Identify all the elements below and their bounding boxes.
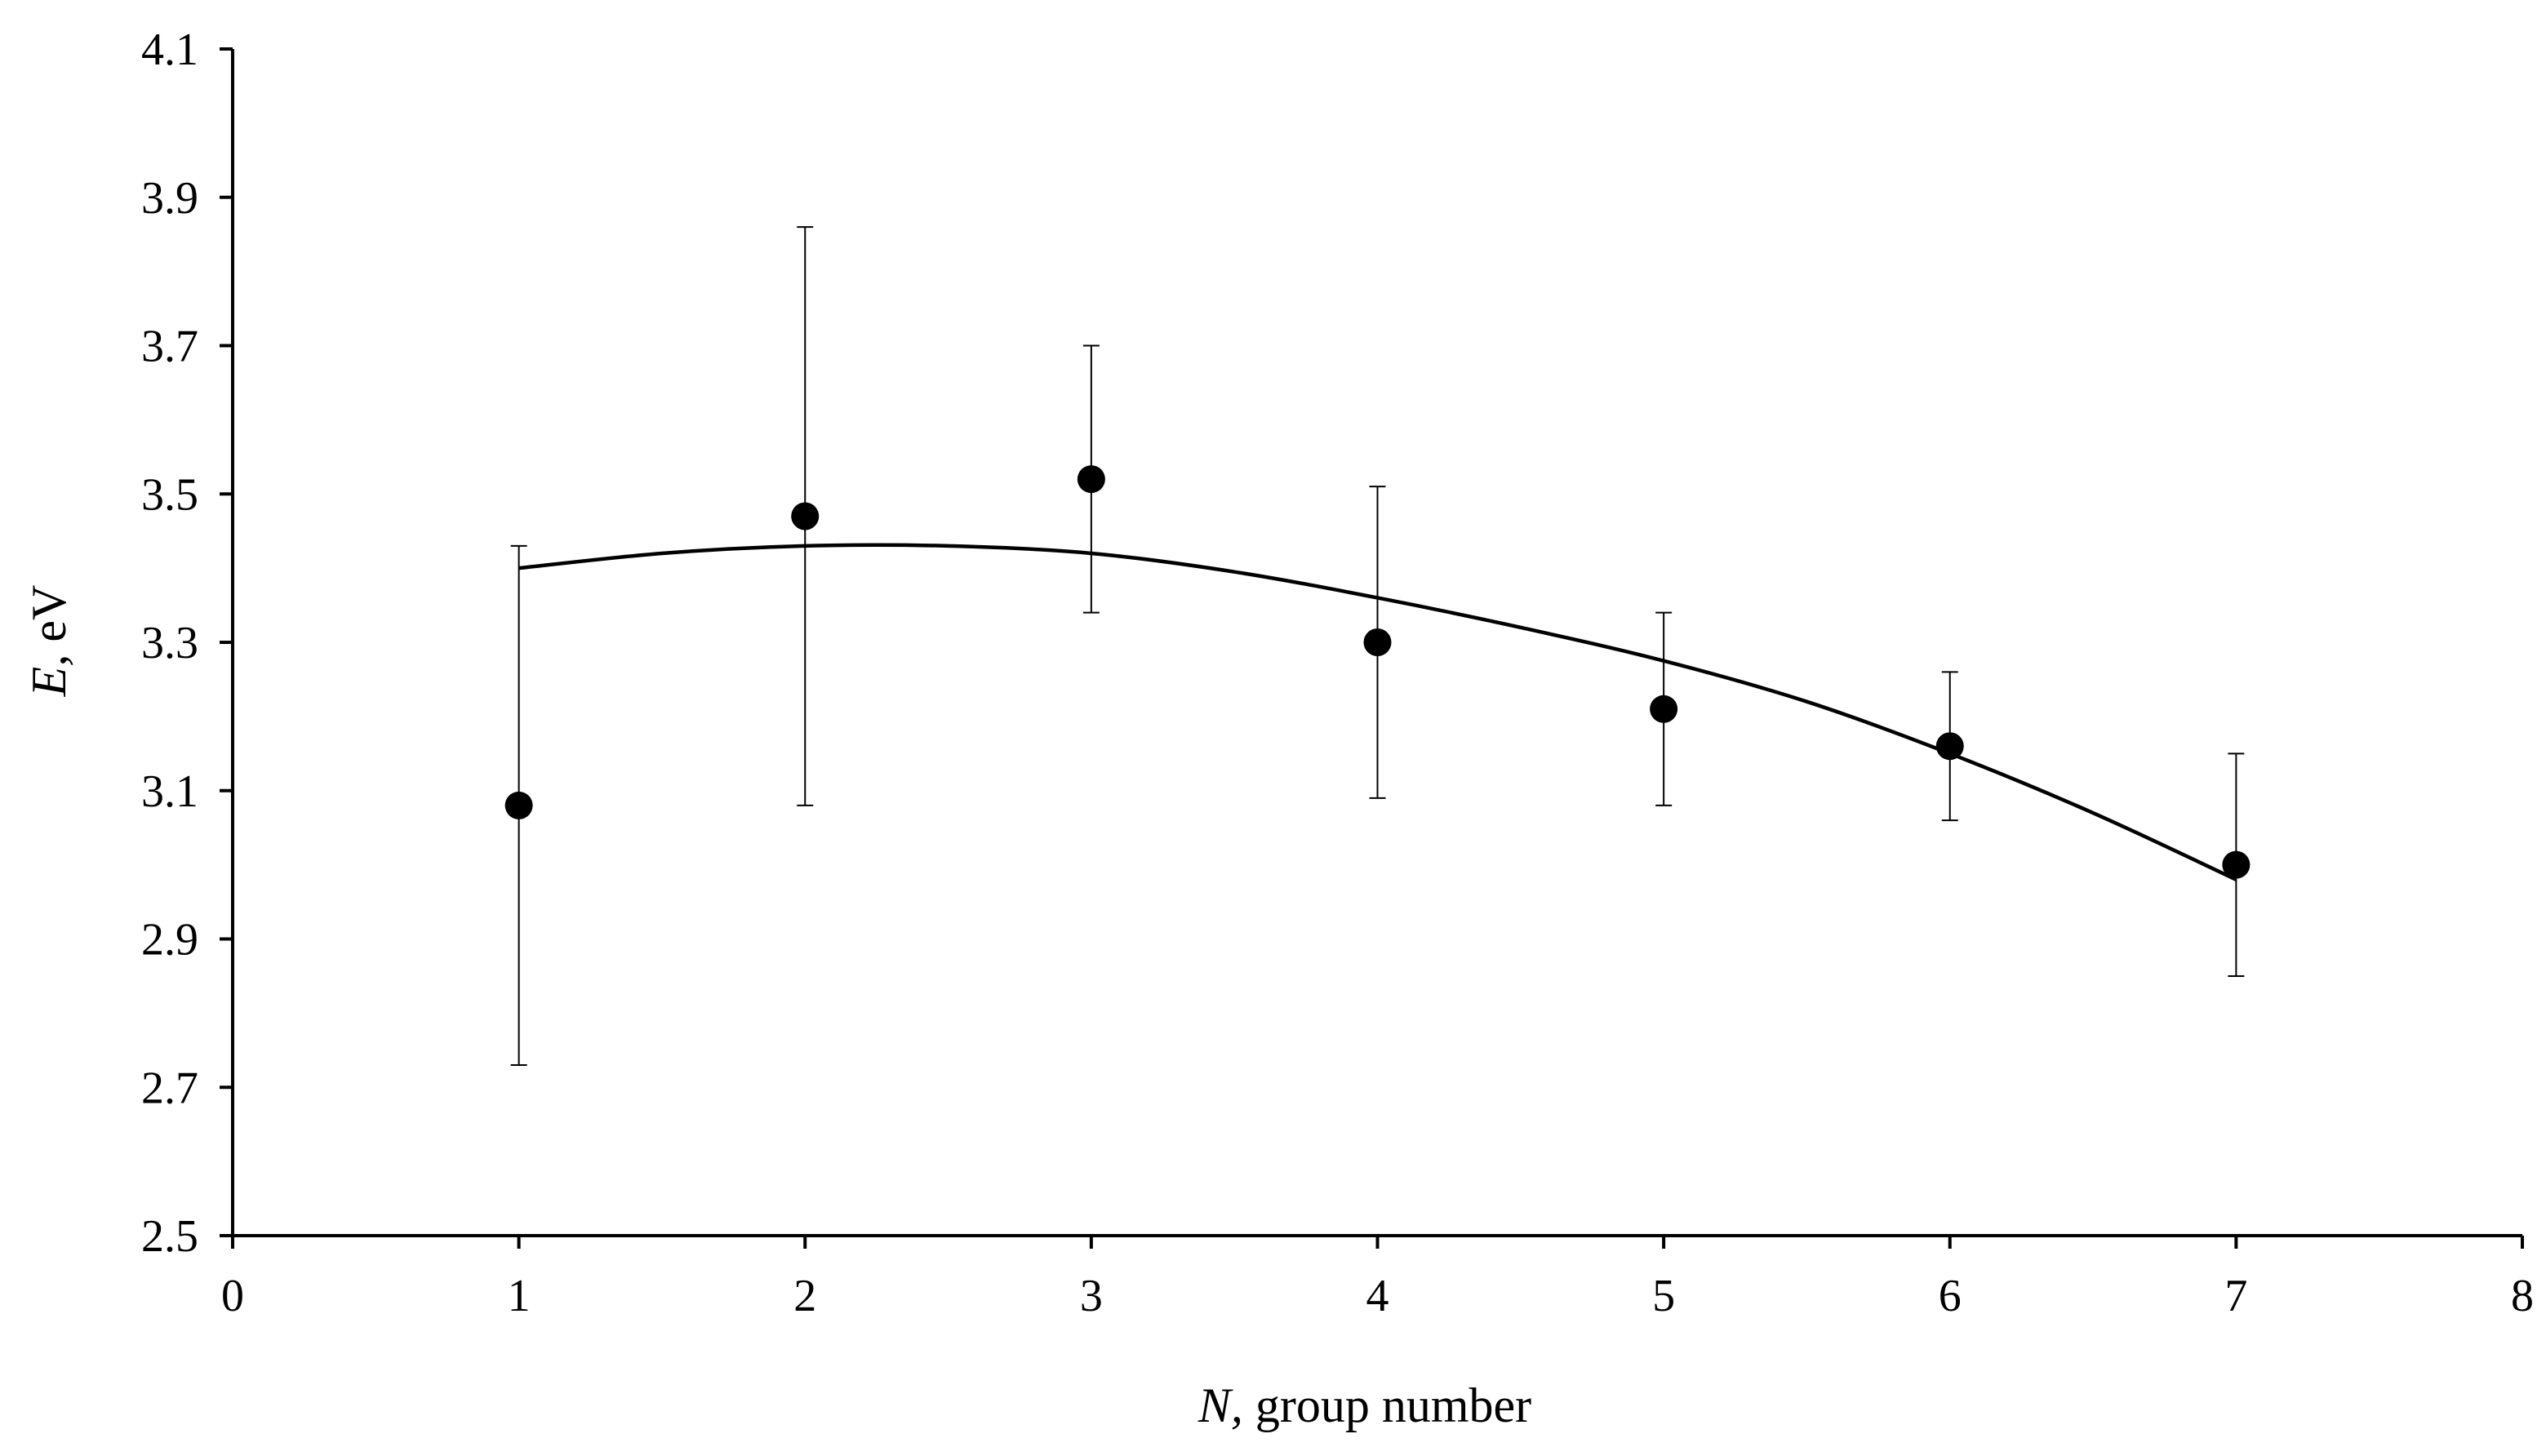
- data-point: [504, 791, 533, 819]
- data-point: [1077, 465, 1105, 494]
- y-tick-label: 3.3: [141, 618, 198, 668]
- x-tick-label: 1: [508, 1271, 531, 1321]
- y-tick-label: 2.7: [141, 1063, 198, 1113]
- x-tick-label: 0: [221, 1271, 244, 1321]
- x-tick-label: 8: [2511, 1271, 2534, 1321]
- data-point: [791, 502, 820, 530]
- x-tick-label: 3: [1080, 1271, 1103, 1321]
- data-point: [1363, 628, 1392, 656]
- x-axis-title: N, group number: [1197, 1378, 1531, 1432]
- data-points: [504, 465, 2251, 879]
- y-tick-label: 3.9: [141, 173, 198, 224]
- x-tick-label: 5: [1652, 1271, 1675, 1321]
- y-tick-label: 4.1: [141, 24, 198, 75]
- x-tick-label: 6: [1939, 1271, 1962, 1321]
- y-tick-label: 2.9: [141, 915, 198, 965]
- data-point: [1935, 732, 1964, 761]
- data-point: [1650, 695, 1678, 723]
- axes: [220, 47, 2524, 1249]
- x-tick-label: 7: [2224, 1271, 2247, 1321]
- data-point: [2222, 850, 2251, 879]
- y-tick-labels: 2.5 2.7 2.9 3.1 3.3 3.5 3.7 3.9 4.1: [141, 24, 198, 1262]
- y-tick-label: 2.5: [141, 1211, 198, 1262]
- y-tick-label: 3.7: [141, 322, 198, 372]
- x-tick-labels: 0 1 2 3 4 5 6 7 8: [221, 1271, 2534, 1321]
- y-tick-label: 3.5: [141, 469, 198, 520]
- x-tick-label: 4: [1366, 1271, 1389, 1321]
- x-tick-label: 2: [793, 1271, 816, 1321]
- y-axis-title: E, eV: [22, 585, 76, 698]
- y-tick-label: 3.1: [141, 766, 198, 817]
